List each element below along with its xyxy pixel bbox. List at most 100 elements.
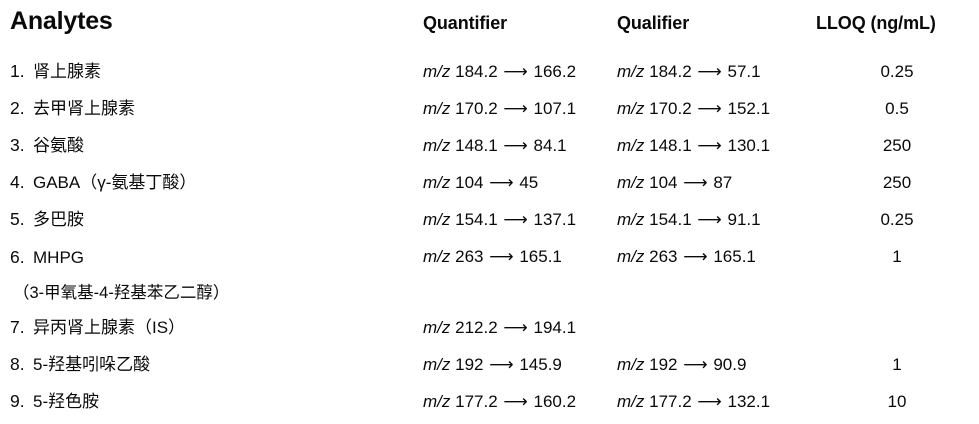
- analyte-number: 3.: [10, 135, 25, 155]
- mz-label: m/z: [617, 355, 645, 374]
- precursor-mass: 170.2: [649, 99, 692, 118]
- product-mass: 152.1: [727, 99, 771, 118]
- qualifier-cell: m/z 263 ⟶ 165.1: [617, 238, 815, 309]
- transition-arrow-icon: ⟶: [683, 247, 708, 266]
- precursor-mass: 177.2: [649, 392, 692, 411]
- analyte-number: 1.: [10, 61, 25, 81]
- table-row: 6. MHPG （3-甲氧基-4-羟基苯乙二醇） m/z 263 ⟶ 165.1 …: [10, 238, 979, 309]
- lloq-value: 10: [887, 392, 907, 411]
- analyte-number: 5.: [10, 209, 25, 229]
- mz-label: m/z: [617, 247, 645, 266]
- lloq-value: 1: [892, 355, 902, 374]
- mz-label: m/z: [423, 62, 451, 81]
- analyte-name-line2: （3-甲氧基-4-羟基苯乙二醇）: [13, 284, 230, 302]
- analyte-name: 谷氨酸: [33, 136, 84, 155]
- quantifier-cell: m/z 104 ⟶ 45: [423, 164, 617, 201]
- precursor-mass: 104: [649, 173, 678, 192]
- qualifier-cell: m/z 170.2 ⟶ 152.1: [617, 90, 815, 127]
- mz-label: m/z: [423, 355, 451, 374]
- column-header-lloq: LLOQ (ng/mL): [816, 13, 936, 33]
- transition-arrow-icon: ⟶: [503, 99, 528, 118]
- transition-arrow-icon: ⟶: [503, 62, 528, 81]
- product-mass: 194.1: [533, 318, 577, 337]
- transition-arrow-icon: ⟶: [503, 392, 528, 411]
- transition-arrow-icon: ⟶: [697, 99, 722, 118]
- transition-arrow-icon: ⟶: [503, 210, 528, 229]
- analyte-cell: 6. MHPG （3-甲氧基-4-羟基苯乙二醇）: [10, 238, 423, 309]
- lloq-value: 250: [882, 136, 912, 155]
- transition-arrow-icon: ⟶: [503, 318, 528, 337]
- product-mass: 130.1: [727, 136, 771, 155]
- table-header-row: Analytes Quantifier Qualifier LLOQ (ng/m…: [10, 6, 979, 36]
- product-mass: 107.1: [533, 99, 577, 118]
- transition-arrow-icon: ⟶: [683, 173, 708, 192]
- qualifier-cell: m/z 177.2 ⟶ 132.1: [617, 383, 815, 420]
- precursor-mass: 263: [455, 247, 484, 266]
- mz-label: m/z: [617, 136, 645, 155]
- table-row: 1. 肾上腺素 m/z 184.2 ⟶ 166.2 m/z 184.2 ⟶ 57.…: [10, 53, 979, 90]
- lloq-value: 250: [882, 173, 912, 192]
- quantifier-cell: m/z 177.2 ⟶ 160.2: [423, 383, 617, 420]
- product-mass: 165.1: [519, 247, 562, 266]
- quantifier-cell: m/z 192 ⟶ 145.9: [423, 346, 617, 383]
- analyte-name: MHPG: [33, 248, 84, 267]
- transition-arrow-icon: ⟶: [503, 136, 528, 155]
- product-mass: 145.9: [519, 355, 562, 374]
- transition-arrow-icon: ⟶: [489, 173, 514, 192]
- lloq-value: 0.5: [885, 99, 909, 118]
- product-mass: 166.2: [533, 62, 577, 81]
- analyte-cell: 2. 去甲肾上腺素: [10, 90, 423, 127]
- table-row: 8. 5-羟基吲哚乙酸 m/z 192 ⟶ 145.9 m/z 192 ⟶ 90.…: [10, 346, 979, 383]
- precursor-mass: 263: [649, 247, 678, 266]
- mz-label: m/z: [423, 136, 451, 155]
- product-mass: 90.9: [713, 355, 747, 374]
- table-row: 5. 多巴胺 m/z 154.1 ⟶ 137.1 m/z 154.1 ⟶ 91.1…: [10, 201, 979, 238]
- product-mass: 137.1: [533, 210, 577, 229]
- lloq-value: 1: [892, 247, 902, 266]
- mz-label: m/z: [617, 99, 645, 118]
- product-mass: 57.1: [727, 62, 761, 81]
- analyte-number: 2.: [10, 98, 25, 118]
- analyte-cell: 3. 谷氨酸: [10, 127, 423, 164]
- quantifier-cell: m/z 154.1 ⟶ 137.1: [423, 201, 617, 238]
- precursor-mass: 192: [455, 355, 484, 374]
- precursor-mass: 170.2: [455, 99, 498, 118]
- table-row: 7. 异丙肾上腺素（IS） m/z 212.2 ⟶ 194.1: [10, 309, 979, 346]
- analyte-cell: 4. GABA（γ-氨基丁酸）: [10, 164, 423, 201]
- quantifier-cell: m/z 184.2 ⟶ 166.2: [423, 53, 617, 90]
- column-header-analytes: Analytes: [10, 7, 113, 35]
- table-row: 4. GABA（γ-氨基丁酸） m/z 104 ⟶ 45 m/z 104 ⟶ 87…: [10, 164, 979, 201]
- analyte-number: 8.: [10, 354, 25, 374]
- lloq-value: 0.25: [880, 210, 914, 229]
- analyte-name: 异丙肾上腺素（IS）: [33, 318, 186, 337]
- analyte-name: 肾上腺素: [33, 62, 101, 81]
- qualifier-cell: m/z 104 ⟶ 87: [617, 164, 815, 201]
- mz-label: m/z: [617, 62, 645, 81]
- analyte-cell: 1. 肾上腺素: [10, 53, 423, 90]
- qualifier-cell: m/z 184.2 ⟶ 57.1: [617, 53, 815, 90]
- precursor-mass: 154.1: [455, 210, 498, 229]
- analyte-number: 7.: [10, 317, 25, 337]
- precursor-mass: 184.2: [455, 62, 498, 81]
- product-mass: 45: [519, 173, 539, 192]
- table-row: 9. 5-羟色胺 m/z 177.2 ⟶ 160.2 m/z 177.2 ⟶ 13…: [10, 383, 979, 420]
- transition-arrow-icon: ⟶: [489, 355, 514, 374]
- analyte-cell: 8. 5-羟基吲哚乙酸: [10, 346, 423, 383]
- table-row: 3. 谷氨酸 m/z 148.1 ⟶ 84.1 m/z 148.1 ⟶ 130.1…: [10, 127, 979, 164]
- transition-arrow-icon: ⟶: [697, 136, 722, 155]
- analyte-name: 去甲肾上腺素: [33, 99, 135, 118]
- mz-label: m/z: [423, 99, 451, 118]
- precursor-mass: 212.2: [455, 318, 498, 337]
- product-mass: 160.2: [533, 392, 577, 411]
- quantifier-cell: m/z 148.1 ⟶ 84.1: [423, 127, 617, 164]
- mz-label: m/z: [617, 392, 645, 411]
- analyte-cell: 7. 异丙肾上腺素（IS）: [10, 309, 423, 346]
- mz-label: m/z: [423, 392, 451, 411]
- column-header-quantifier: Quantifier: [423, 13, 508, 33]
- analyte-number: 4.: [10, 172, 25, 192]
- analyte-name: GABA（γ-氨基丁酸）: [33, 173, 197, 192]
- analyte-number: 6.: [10, 247, 25, 267]
- mz-label: m/z: [617, 173, 645, 192]
- analyte-name: 5-羟色胺: [33, 392, 100, 411]
